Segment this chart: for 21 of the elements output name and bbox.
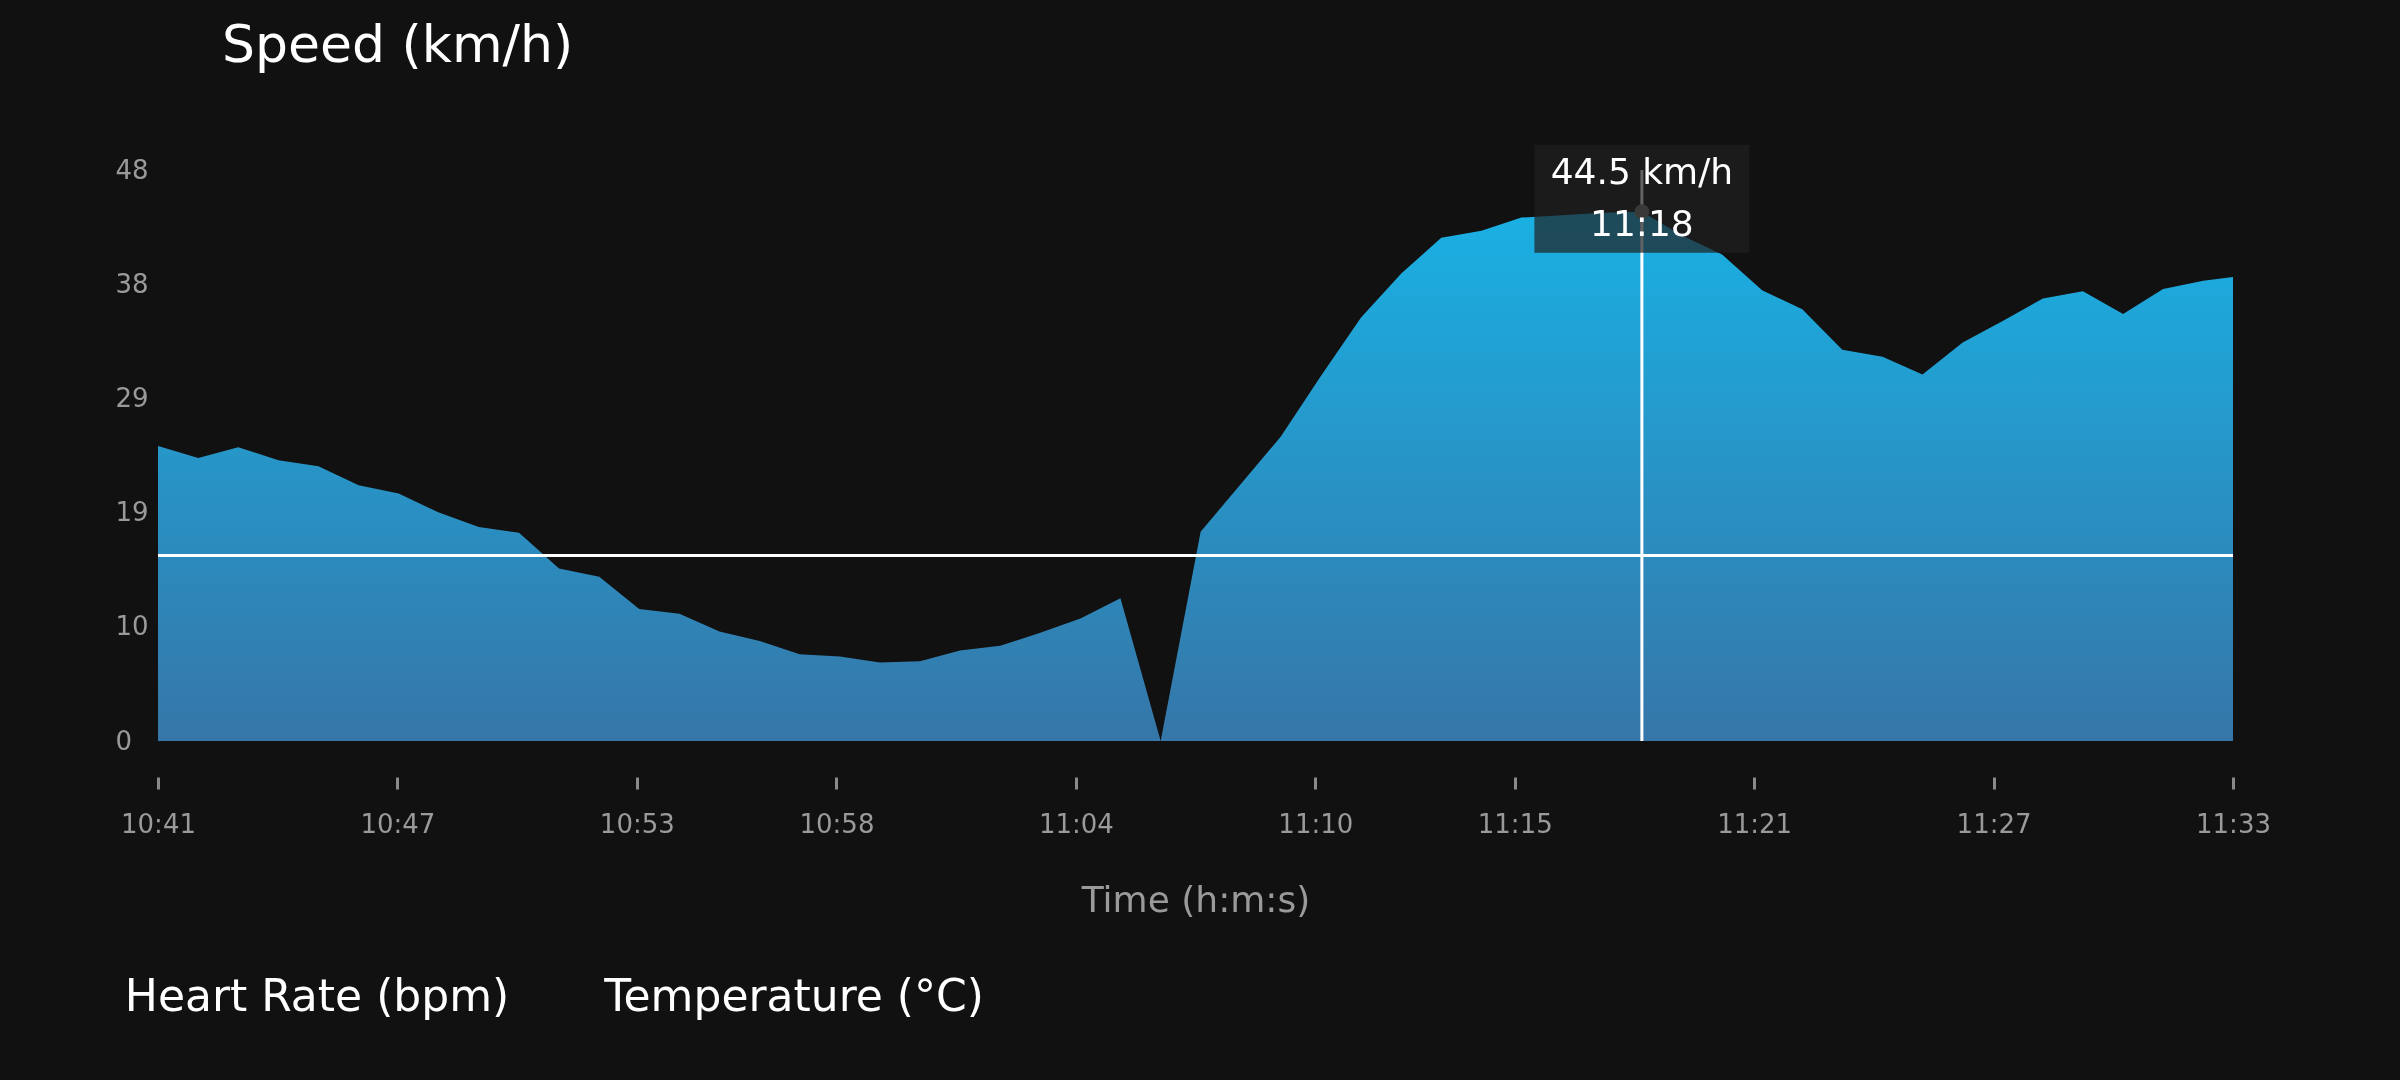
y-tick-label: 29 <box>115 382 149 413</box>
x-tick-label: 10:47 <box>360 808 436 839</box>
x-axis-title: Time (h:m:s) <box>1080 878 1311 920</box>
x-tick-label: 11:21 <box>1717 808 1793 839</box>
y-tick-label: 38 <box>115 268 149 299</box>
y-tick-label: 48 <box>115 154 149 185</box>
text: Temperature (°C) <box>603 970 984 1021</box>
text: Heart Rate (bpm) <box>124 970 510 1021</box>
x-tick-label: 11:33 <box>2196 808 2271 839</box>
y-tick-label: 10 <box>115 611 149 642</box>
y-tick-label: 0 <box>115 725 133 756</box>
x-tick-label: 10:41 <box>121 808 196 839</box>
x-tick-label: 11:10 <box>1278 808 1354 839</box>
annotation: 44.5 km/h 11:18 <box>1550 150 1734 244</box>
x-tick-label: 10:53 <box>599 808 675 839</box>
x-tick-label: 11:15 <box>1477 808 1553 839</box>
x-tick-label: 10:58 <box>799 808 875 839</box>
x-tick-label: 11:04 <box>1038 808 1114 839</box>
x-tick-label: 11:27 <box>1956 808 2032 839</box>
y-tick-label: 19 <box>115 497 149 528</box>
chart-title: Speed (km/h) <box>222 13 574 74</box>
